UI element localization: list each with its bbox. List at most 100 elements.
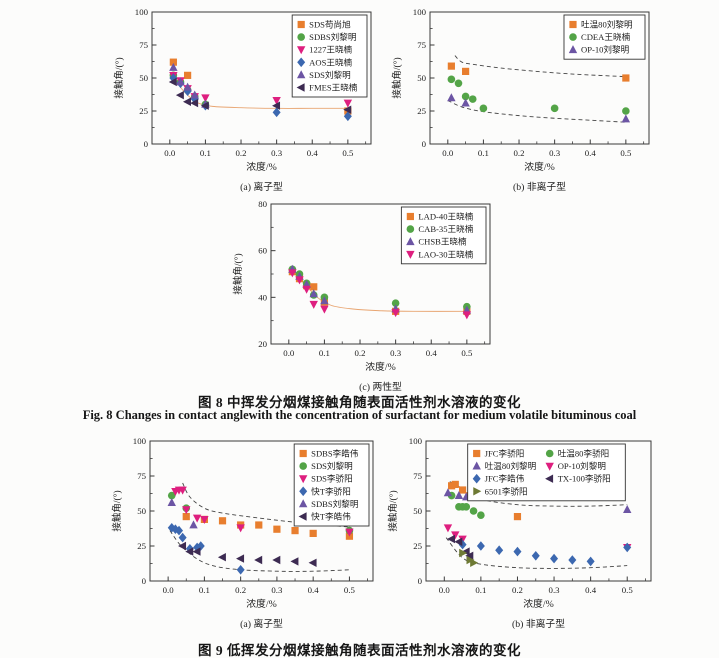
data-point [550,553,559,564]
data-point [462,67,470,75]
data-point [272,101,281,110]
series-6501李骄阳 [459,548,479,567]
data-point [183,82,192,91]
data-point [454,491,464,499]
fig9-caption-zh: 图 9 低挥发分烟煤接触角随表面活性剂水溶液的变化 [198,643,521,658]
legend-label: 吐温80刘黎明 [581,19,633,30]
legend-label: CHSB王晓楠 [418,236,467,247]
svg-text:100: 100 [413,7,427,17]
data-point [236,554,245,563]
svg-text:0.4: 0.4 [308,585,320,595]
envelope-curve [447,100,626,123]
data-point [254,555,263,565]
data-point [531,551,540,561]
svg-text:0.4: 0.4 [426,348,438,358]
svg-text:50: 50 [139,73,148,83]
svg-text:0.4: 0.4 [585,585,597,595]
svg-text:25: 25 [139,106,148,116]
svg-text:0.2: 0.2 [235,585,246,595]
data-point [406,250,415,259]
legend-label: LAO-30王晓楠 [418,248,473,259]
data-point [175,90,184,100]
svg-text:100: 100 [133,436,147,446]
svg-text:0.0: 0.0 [164,148,176,158]
series-快T李骄阳 [167,523,245,575]
data-point [185,547,194,556]
data-point [192,547,201,556]
data-point [451,531,460,540]
data-point [320,305,329,314]
data-point [545,449,554,458]
x-axis-label: 浓度/% [246,160,276,173]
data-point [622,107,630,115]
data-point [193,542,202,553]
x-axis-label: 浓度/% [246,597,276,610]
data-point [167,498,176,506]
data-point [545,474,554,483]
svg-text:0.2: 0.2 [514,148,525,158]
data-point [454,79,463,88]
data-point [468,95,477,103]
svg-text:0.4: 0.4 [585,148,597,158]
data-point [391,299,400,307]
svg-text:0.0: 0.0 [442,148,454,158]
legend-label: 吐温80李骄阳 [558,448,610,459]
data-point [476,541,485,551]
data-point [447,62,455,70]
data-point [568,45,578,54]
legend-label: 1227王晓楠 [309,44,352,55]
envelope-curve [454,55,626,78]
svg-text:0.5: 0.5 [344,585,356,595]
y-axis-label: 接触角/(°) [391,57,403,98]
data-point [296,46,306,55]
data-point [175,525,184,536]
data-point [236,565,245,575]
svg-text:0.5: 0.5 [342,148,354,158]
svg-text:100: 100 [409,436,423,446]
svg-text:0: 0 [422,139,427,149]
data-point [320,296,329,305]
svg-text:0.3: 0.3 [271,148,283,158]
svg-text:0.0: 0.0 [163,585,175,595]
data-point [302,285,311,294]
data-point [461,92,470,101]
svg-text:0.5: 0.5 [622,585,634,595]
fig9b-nonionic-chart: 0.0 0.1 0.2 0.3 0.4 0.5 0 25 50 75 100 浓度/% (b) 非离子型… [386,433,664,636]
data-point [184,71,192,79]
data-point [297,33,305,41]
data-point [297,20,305,29]
data-point [473,487,482,496]
data-point [178,532,187,543]
x-axis-label: 浓度/% [524,160,554,173]
data-point [190,98,199,108]
legend-label: FMES王晓楠 [309,82,358,93]
svg-text:0.5: 0.5 [620,148,632,158]
data-point [295,276,304,285]
svg-text:0.1: 0.1 [199,585,210,595]
series-LAO-30王晓楠 [288,269,472,320]
axes: 0.0 0.1 0.2 0.3 0.4 0.5 0 25 50 75 100 [413,7,645,158]
svg-text:20: 20 [258,339,267,349]
data-point [458,486,467,494]
data-point [218,517,227,525]
svg-text:75: 75 [137,471,146,481]
fig8b-nonionic-chart: 0.0 0.1 0.2 0.3 0.4 0.5 0 25 50 75 100 浓度/% (b) 非离子型… [390,4,662,199]
data-point [190,90,199,99]
svg-text:0.1: 0.1 [319,348,330,358]
legend-label: 6501李骄阳 [485,485,528,496]
data-point [201,94,210,103]
svg-text:0.1: 0.1 [478,148,489,158]
envelope-curve [445,537,628,569]
data-point [477,511,485,519]
data-point [309,289,318,298]
data-point [169,62,178,71]
svg-text:100: 100 [135,7,149,17]
legend-label: AOS王晓楠 [309,56,352,67]
data-point [343,111,352,122]
legend-label: CDEA王晓楠 [581,31,631,42]
legend-label: 快T李皓伟 [311,511,351,522]
data-point [297,57,306,68]
fit-curve [172,75,348,109]
data-point [290,557,299,566]
